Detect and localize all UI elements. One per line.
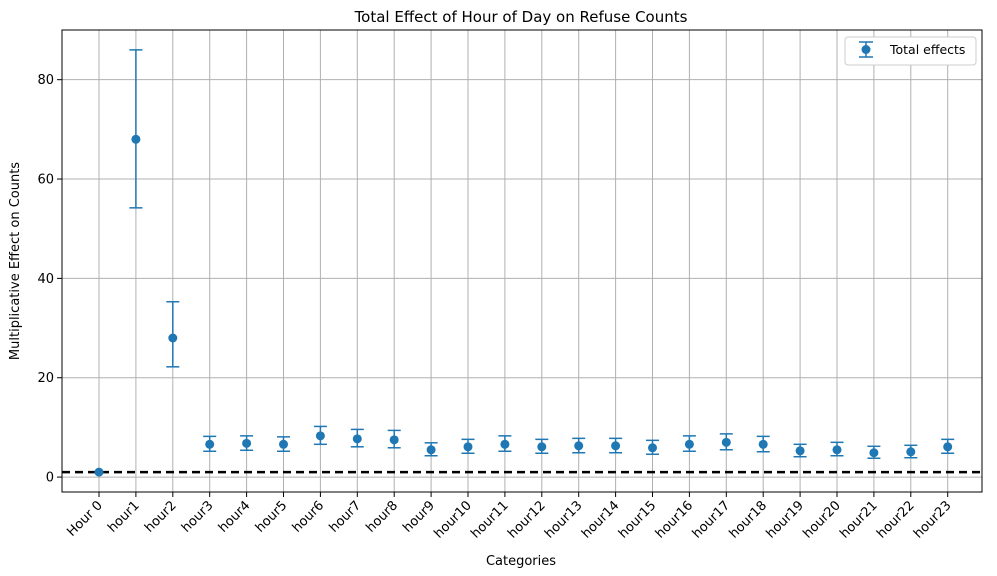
data-point-hour8 xyxy=(387,429,401,449)
point-marker xyxy=(906,447,916,457)
data-point-hour22 xyxy=(904,444,918,459)
point-marker xyxy=(205,439,215,449)
data-point-hour-0 xyxy=(94,467,104,477)
point-marker xyxy=(869,448,879,458)
y-tick-label: 40 xyxy=(37,272,54,287)
y-tick-label: 0 xyxy=(46,471,54,486)
point-marker xyxy=(94,467,104,477)
data-point-hour18 xyxy=(756,435,770,453)
point-marker xyxy=(832,445,842,455)
data-point-hour20 xyxy=(830,441,844,457)
data-point-hour14 xyxy=(609,437,623,454)
point-marker xyxy=(168,333,178,343)
plot-frame xyxy=(61,29,983,493)
data-point-hour23 xyxy=(941,438,955,455)
point-marker xyxy=(352,434,362,444)
y-tick-label: 20 xyxy=(37,371,54,386)
data-marks xyxy=(94,49,955,477)
data-point-hour2 xyxy=(166,300,180,368)
point-marker xyxy=(648,443,657,453)
data-point-hour11 xyxy=(498,435,512,453)
data-point-hour4 xyxy=(240,435,254,452)
data-point-hour1 xyxy=(129,49,143,209)
y-tick-label: 60 xyxy=(37,173,54,188)
point-marker xyxy=(426,445,436,455)
point-marker xyxy=(389,435,399,445)
x-axis-label: Categories xyxy=(486,554,556,569)
point-marker xyxy=(315,431,325,441)
data-point-hour3 xyxy=(203,435,217,453)
data-point-hour19 xyxy=(793,443,807,458)
point-marker xyxy=(463,442,473,452)
grid xyxy=(62,30,982,492)
legend-marker xyxy=(861,45,871,54)
point-marker xyxy=(684,439,694,449)
chart-title: Total Effect of Hour of Day on Refuse Co… xyxy=(354,8,688,26)
y-tick-label: 80 xyxy=(37,73,54,88)
point-marker xyxy=(279,439,288,449)
point-marker xyxy=(242,438,252,448)
point-marker xyxy=(721,437,731,447)
legend: Total effects xyxy=(844,36,977,66)
point-marker xyxy=(500,439,510,449)
legend-box xyxy=(844,36,977,66)
data-point-hour6 xyxy=(313,425,327,446)
data-point-hour21 xyxy=(867,445,881,459)
y-axis-ticks: 0 20 40 60 80 xyxy=(37,73,62,486)
legend-label: Total effects xyxy=(889,42,965,57)
data-point-hour17 xyxy=(719,433,733,451)
point-marker xyxy=(537,442,547,452)
y-axis-label: Multiplicative Effect on Counts xyxy=(8,162,23,360)
data-point-hour10 xyxy=(461,438,475,455)
data-point-hour16 xyxy=(682,435,696,453)
point-marker xyxy=(611,441,621,451)
data-point-hour5 xyxy=(277,436,290,453)
data-point-hour13 xyxy=(572,437,586,454)
point-marker xyxy=(758,439,768,449)
data-point-hour9 xyxy=(424,442,438,457)
data-point-hour15 xyxy=(646,439,659,455)
point-marker xyxy=(131,134,141,144)
point-marker xyxy=(795,446,805,456)
data-point-hour7 xyxy=(350,428,364,448)
data-point-hour12 xyxy=(535,438,549,455)
point-marker xyxy=(574,441,584,451)
point-marker xyxy=(943,442,953,452)
